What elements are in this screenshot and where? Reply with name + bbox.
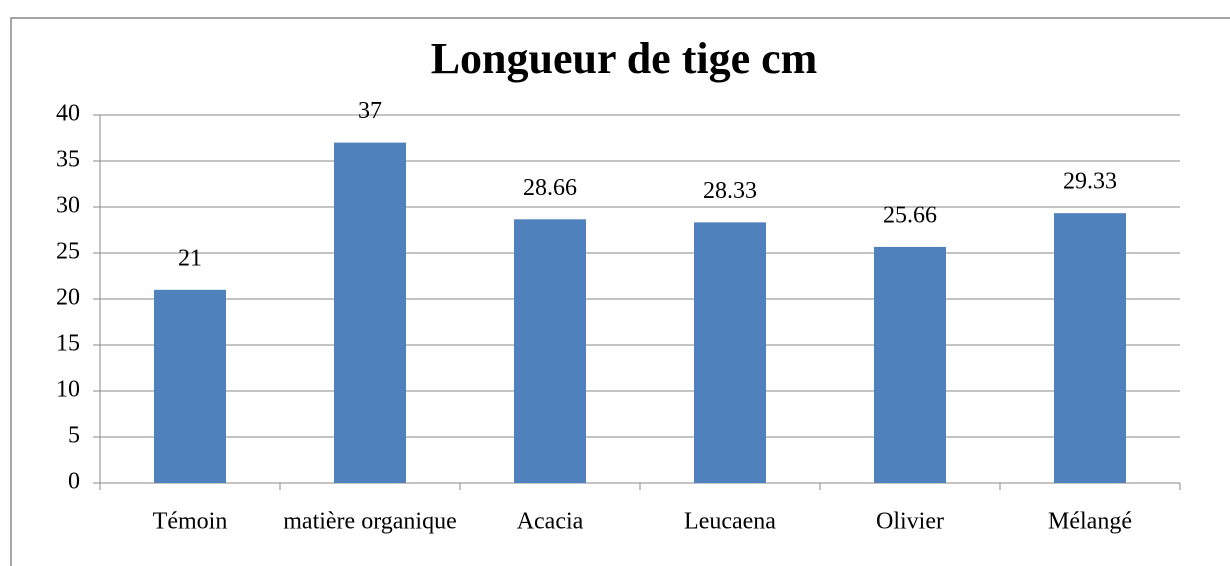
data-label: 28.66	[523, 175, 577, 201]
x-tick-label: Témoin	[153, 509, 228, 535]
x-tick-label: Acacia	[517, 509, 584, 535]
data-label: 21	[178, 245, 202, 271]
y-tick-label: 20	[56, 285, 80, 311]
data-label: 29.33	[1063, 169, 1117, 195]
bar	[334, 142, 406, 483]
bar	[154, 289, 226, 483]
y-tick-label: 10	[56, 377, 80, 403]
data-label: 25.66	[883, 202, 937, 228]
y-tick-label: 30	[56, 193, 80, 219]
y-tick-label: 25	[56, 239, 80, 265]
y-tick-label: 5	[68, 423, 80, 449]
y-tick-label: 0	[68, 469, 80, 495]
bar	[514, 219, 586, 483]
y-tick-label: 35	[56, 147, 80, 173]
bar	[874, 246, 946, 483]
data-label: 28.33	[703, 178, 757, 204]
y-tick-label: 15	[56, 331, 80, 357]
bar	[1054, 213, 1126, 483]
chart-title: Longueur de tige cm	[431, 34, 818, 83]
y-tick-label: 40	[56, 101, 80, 127]
x-tick-label: Olivier	[876, 509, 944, 535]
x-tick-label: Mélangé	[1048, 509, 1132, 535]
x-tick-label: Leucaena	[684, 509, 776, 535]
bar	[694, 222, 766, 483]
data-label: 37	[358, 98, 382, 124]
x-tick-label: matière organique	[283, 509, 456, 535]
